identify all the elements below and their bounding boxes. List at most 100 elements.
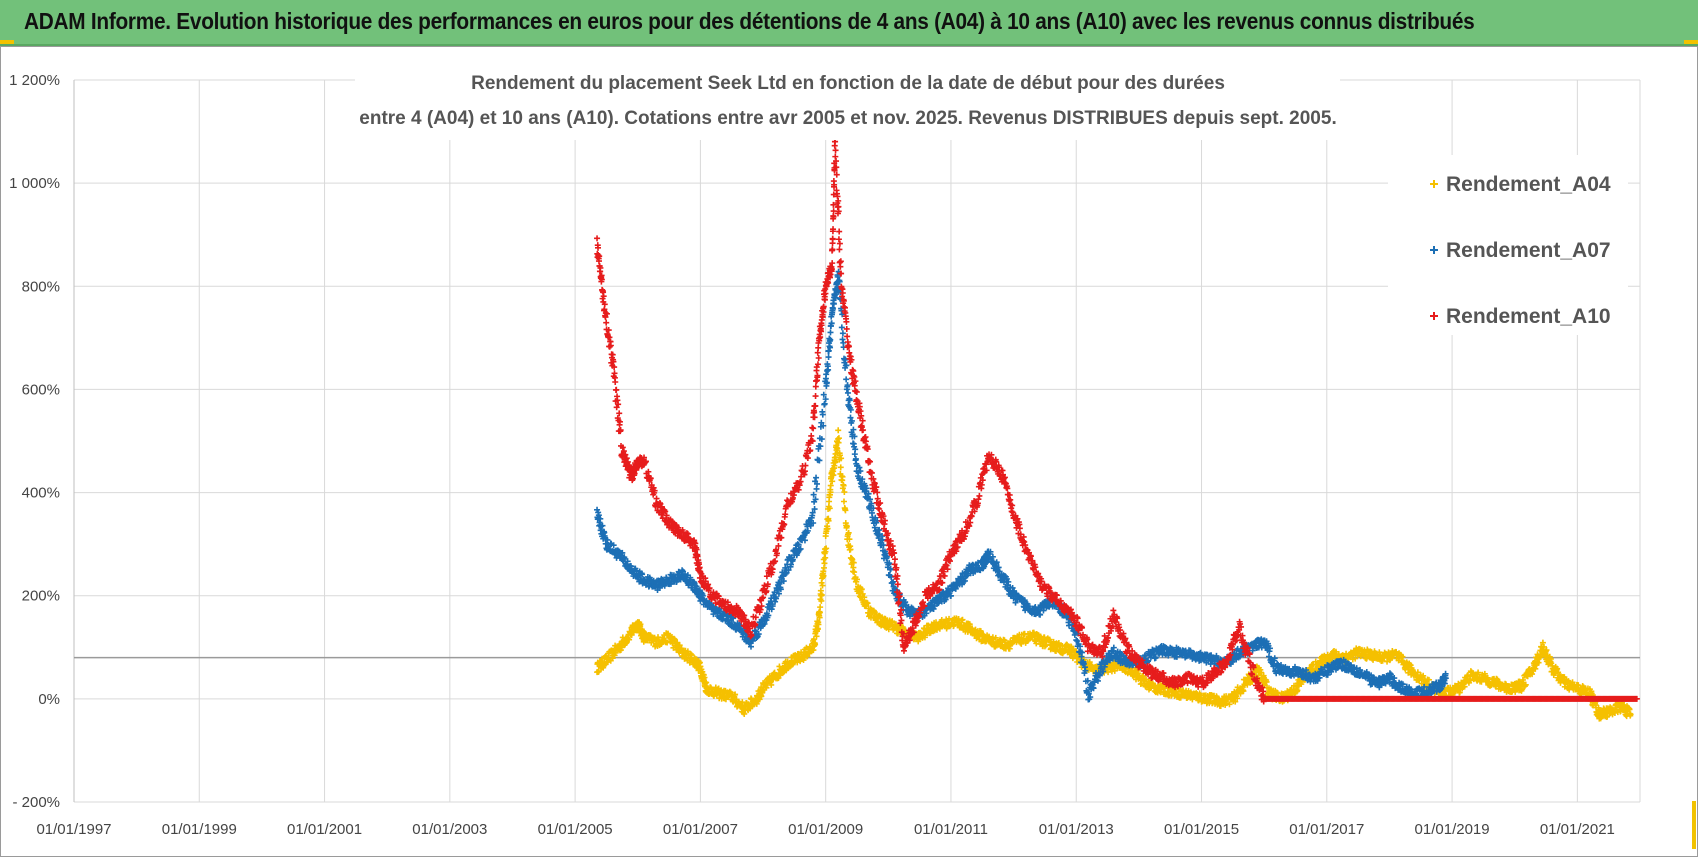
data-point	[950, 622, 957, 629]
x-tick-label: 01/01/2021	[1540, 821, 1615, 838]
data-point	[946, 615, 953, 622]
x-tick-label: 01/01/2007	[663, 821, 738, 838]
data-point	[811, 414, 818, 421]
data-point	[844, 333, 851, 340]
data-point	[829, 236, 836, 243]
data-point	[836, 240, 843, 247]
data-point	[992, 634, 999, 641]
data-point	[835, 427, 842, 434]
data-point	[829, 478, 836, 485]
data-point	[840, 482, 847, 489]
data-point	[859, 590, 866, 597]
data-point	[861, 594, 868, 601]
data-point	[864, 600, 871, 607]
data-point	[1041, 643, 1048, 650]
data-point	[827, 336, 834, 343]
x-tick-label: 01/01/2001	[287, 821, 362, 838]
y-tick-label: 600%	[22, 381, 60, 398]
data-point	[822, 554, 829, 561]
data-point	[832, 454, 839, 461]
data-point	[840, 498, 847, 505]
data-point	[836, 246, 843, 253]
data-point	[825, 517, 832, 524]
y-tick-label: 400%	[22, 485, 60, 502]
data-point	[832, 147, 839, 154]
data-point	[817, 604, 824, 611]
data-point	[812, 641, 819, 648]
data-point	[820, 572, 827, 579]
data-point	[830, 472, 837, 479]
data-point	[821, 296, 828, 303]
data-point	[843, 318, 850, 325]
y-tick-label: 1 200%	[9, 72, 60, 89]
data-point	[821, 560, 828, 567]
data-point	[603, 319, 610, 326]
data-point	[836, 228, 843, 235]
data-point	[816, 614, 823, 621]
data-point	[823, 545, 830, 552]
data-point	[818, 591, 825, 598]
data-point	[818, 597, 825, 604]
corner-marker-top-left	[0, 40, 14, 44]
data-point	[844, 389, 851, 396]
x-tick-label: 01/01/2013	[1039, 821, 1114, 838]
data-point	[826, 505, 833, 512]
data-point	[595, 668, 602, 675]
data-point	[612, 379, 619, 386]
x-tick-label: 01/01/1999	[162, 821, 237, 838]
corner-marker-top-right	[1684, 40, 1698, 44]
data-point	[837, 464, 844, 471]
data-point	[824, 525, 831, 532]
y-tick-label: - 200%	[12, 794, 60, 811]
x-tick-label: 01/01/2015	[1164, 821, 1239, 838]
data-point	[854, 576, 860, 583]
data-point	[842, 507, 849, 514]
data-point	[763, 684, 770, 691]
data-point	[816, 609, 823, 616]
data-point	[637, 621, 644, 628]
data-point	[835, 236, 842, 243]
data-point	[847, 546, 854, 553]
data-point	[827, 329, 834, 336]
data-point	[810, 425, 817, 432]
x-tick-label: 01/01/2003	[412, 821, 487, 838]
data-point	[741, 710, 748, 717]
data-point	[813, 474, 820, 481]
data-point	[821, 400, 828, 407]
series-Rendement_A04	[594, 427, 1634, 722]
data-point	[812, 393, 819, 400]
data-point	[850, 559, 857, 566]
data-point	[768, 681, 775, 688]
data-point	[843, 523, 850, 530]
y-tick-label: 800%	[22, 278, 60, 295]
data-point	[819, 582, 826, 589]
data-point	[812, 383, 819, 390]
x-tick-label: 01/01/2009	[788, 821, 863, 838]
data-point	[839, 330, 846, 337]
x-tick-label: 01/01/2005	[538, 821, 613, 838]
data-point	[1006, 645, 1013, 652]
data-point	[846, 536, 853, 543]
data-point	[613, 386, 620, 393]
data-point	[594, 235, 601, 242]
data-point	[838, 455, 845, 462]
data-point	[845, 529, 852, 536]
x-tick-label: 01/01/2011	[914, 821, 988, 838]
y-axis: - 200%0%200%400%600%800%1 000%1 200%	[9, 72, 60, 811]
data-point	[813, 633, 820, 640]
data-point	[858, 586, 865, 593]
x-tick-label: 01/01/2019	[1415, 821, 1490, 838]
data-point	[815, 355, 822, 362]
data-point	[835, 435, 842, 442]
data-point	[732, 691, 739, 698]
data-point	[794, 659, 801, 666]
data-point	[688, 652, 695, 659]
data-point	[827, 489, 834, 496]
corner-marker-bottom-right	[1692, 801, 1696, 849]
header-banner: ADAM Informe. Evolution historique des p…	[0, 0, 1698, 46]
data-point	[851, 569, 858, 576]
data-point	[889, 618, 896, 625]
data-point	[701, 674, 708, 681]
x-tick-label: 01/01/1997	[36, 821, 111, 838]
